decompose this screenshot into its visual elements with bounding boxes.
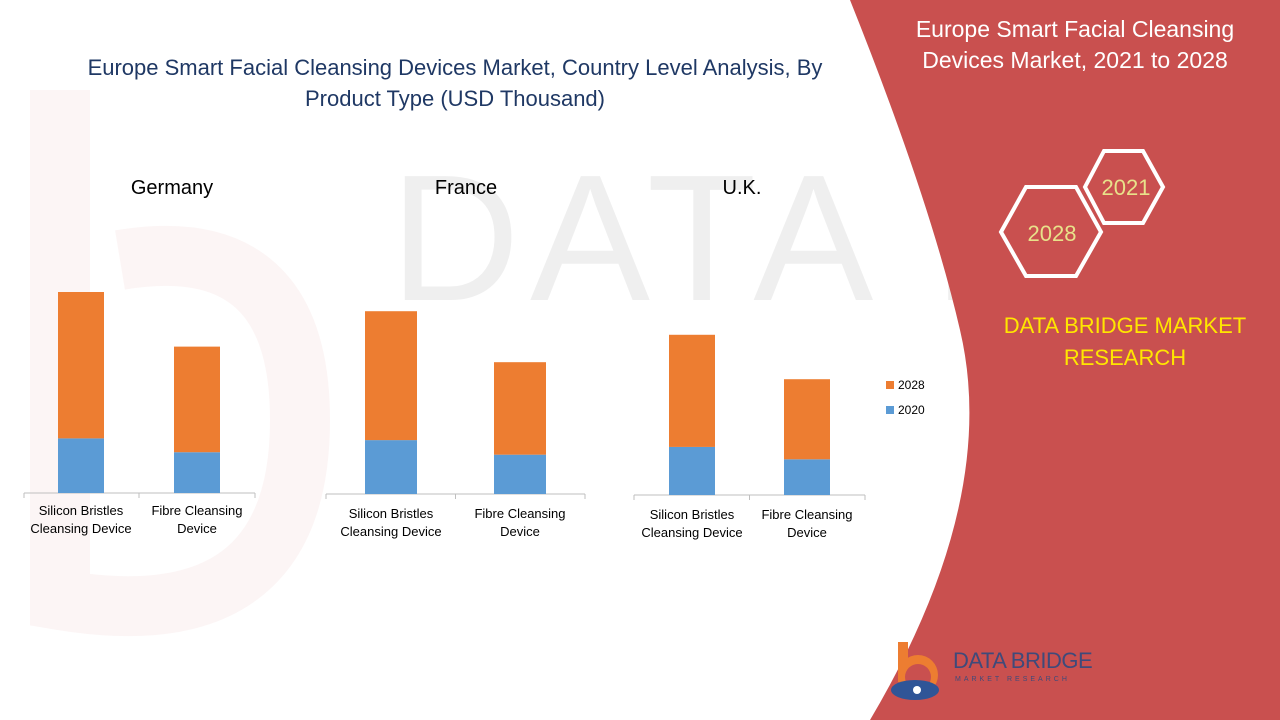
bar-segment-2020 <box>669 446 715 495</box>
bar-segment-2020 <box>365 440 417 494</box>
charts-layer <box>23 292 866 500</box>
hexagon-2028 <box>998 185 1104 278</box>
bar-segment-2020 <box>784 459 830 495</box>
bar-segment-2028 <box>365 311 417 441</box>
category-label: Silicon Bristles Cleansing Device <box>340 506 442 539</box>
category-label: Silicon Bristles Cleansing Device <box>641 507 743 540</box>
legend-item-2028: 2028 <box>886 378 925 392</box>
bar-segment-2020 <box>58 438 104 493</box>
country-label-france: France <box>434 177 498 199</box>
category-label: Silicon Bristles Cleansing Device <box>30 503 132 536</box>
legend-label: 2020 <box>898 403 925 417</box>
legend-label: 2028 <box>898 378 925 392</box>
legend-swatch <box>886 406 894 414</box>
category-label: Fibre Cleansing Device <box>761 507 853 540</box>
category-label: Fibre Cleansing Device <box>151 503 243 536</box>
legend-swatch <box>886 381 894 389</box>
hex-label-2021: 2021 <box>1102 175 1151 200</box>
bar-segment-2028 <box>494 362 546 455</box>
bar-segment-2028 <box>784 379 830 460</box>
category-label: Fibre Cleansing Device <box>474 506 566 539</box>
country-label-germany: Germany <box>130 177 214 199</box>
bar-segment-2020 <box>174 452 220 493</box>
logo-mark <box>891 642 939 700</box>
bar-segment-2020 <box>494 454 546 494</box>
logo-subtext: MARKET RESEARCH <box>955 676 1070 683</box>
panel-title: Europe Smart Facial Cleansing Devices Ma… <box>915 16 1235 73</box>
bar-segment-2028 <box>174 346 220 453</box>
hex-label-2028: 2028 <box>1028 221 1077 246</box>
hexagon-2021 <box>1082 149 1166 225</box>
country-label-uk: U.K. <box>722 177 762 199</box>
brand-name: DATA BRIDGE MARKET RESEARCH <box>1003 313 1247 370</box>
logo-text: DATA BRIDGE <box>953 648 1093 673</box>
chart-main-title: Europe Smart Facial Cleansing Devices Ma… <box>87 55 823 111</box>
bar-segment-2028 <box>669 334 715 447</box>
side-panel <box>850 0 1280 720</box>
legend-item-2020: 2020 <box>886 403 925 417</box>
bar-segment-2028 <box>58 292 104 439</box>
